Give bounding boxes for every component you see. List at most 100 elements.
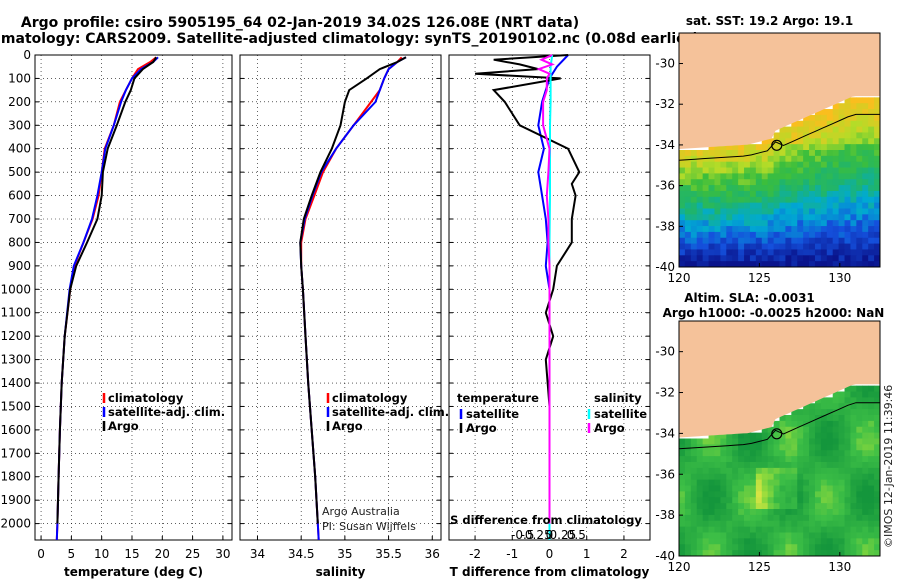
map-cell [709, 486, 715, 492]
map-cell [726, 197, 732, 203]
map-cell [797, 168, 803, 174]
map-cell [803, 439, 809, 445]
map-cell [780, 173, 786, 179]
map-cell [720, 185, 726, 191]
map-cell [744, 527, 750, 533]
map-cell [714, 544, 720, 550]
map-cell [803, 138, 809, 144]
map-cell [685, 173, 691, 179]
map-cell [856, 150, 862, 156]
map-cell [768, 515, 774, 521]
map-cell [726, 474, 732, 480]
map-cell [845, 491, 851, 497]
map-cell [744, 179, 750, 185]
map-cell [803, 527, 809, 533]
map-cell [785, 433, 791, 439]
legend-label: satellite-adj. clim. [332, 405, 449, 419]
map-cell [756, 238, 762, 244]
map-cell [768, 226, 774, 232]
map-cell [821, 480, 827, 486]
map-cell [797, 226, 803, 232]
map-cell [791, 444, 797, 450]
map-cell [845, 209, 851, 215]
map-cell [744, 214, 750, 220]
map-cell [703, 450, 709, 456]
map-cell [697, 474, 703, 480]
map-cell [785, 421, 791, 427]
map-cell [791, 497, 797, 503]
map-cell [785, 474, 791, 480]
map-cell [744, 444, 750, 450]
map-cell [774, 209, 780, 215]
map-cell [839, 397, 845, 403]
map-cell [821, 156, 827, 162]
legend-label: satellite [594, 407, 647, 421]
map-cell [738, 214, 744, 220]
map-cell [850, 226, 856, 232]
x-tick-label: 0 [546, 547, 554, 561]
map-cell [797, 232, 803, 238]
map-cell [774, 156, 780, 162]
map-cell [780, 156, 786, 162]
map-cell [768, 197, 774, 203]
map-cell [780, 521, 786, 527]
map-cell [850, 156, 856, 162]
map-cell [815, 433, 821, 439]
map-cell [868, 197, 874, 203]
map-cell [691, 203, 697, 209]
map-cell [845, 109, 851, 115]
map-cell [803, 415, 809, 421]
map-cell [780, 544, 786, 550]
map-cell [762, 521, 768, 527]
map-cell [839, 491, 845, 497]
map-cell [815, 255, 821, 261]
map-cell [809, 486, 815, 492]
map-cell [726, 462, 732, 468]
map-cell [874, 509, 880, 515]
map-cell [703, 503, 709, 509]
map-cell [750, 156, 756, 162]
map-cell [679, 179, 685, 185]
map-cell [780, 439, 786, 445]
map-cell [797, 544, 803, 550]
map-cell [850, 450, 856, 456]
y-tick-label: -36 [655, 467, 675, 481]
map-cell [720, 150, 726, 156]
map-cell [738, 456, 744, 462]
map-cell [756, 144, 762, 150]
map-cell [762, 444, 768, 450]
map-cell [762, 156, 768, 162]
map-cell [697, 480, 703, 486]
map-cell [815, 450, 821, 456]
map-cell [679, 214, 685, 220]
map-cell [803, 179, 809, 185]
map-cell [815, 462, 821, 468]
map-cell [815, 115, 821, 121]
map-cell [791, 173, 797, 179]
map-cell [750, 179, 756, 185]
map-cell [856, 191, 862, 197]
map-cell [709, 456, 715, 462]
map-cell [791, 515, 797, 521]
s-tick-label: 0.5 [567, 528, 586, 542]
x-tick-label: 0 [37, 547, 45, 561]
map-cell [868, 409, 874, 415]
map-cell [785, 544, 791, 550]
map-cell [714, 515, 720, 521]
map-cell [714, 220, 720, 226]
map-cell [679, 232, 685, 238]
map-cell [797, 244, 803, 250]
x-tick-label: 125 [748, 560, 771, 574]
map-cell [697, 238, 703, 244]
map-cell [827, 115, 833, 121]
map-cell [762, 486, 768, 492]
map-cell [833, 144, 839, 150]
map-cell [738, 197, 744, 203]
map-cell [732, 209, 738, 215]
map-cell [821, 226, 827, 232]
map-cell [726, 456, 732, 462]
map-cell [780, 191, 786, 197]
map-cell [803, 450, 809, 456]
map-cell [720, 162, 726, 168]
map-cell [762, 244, 768, 250]
